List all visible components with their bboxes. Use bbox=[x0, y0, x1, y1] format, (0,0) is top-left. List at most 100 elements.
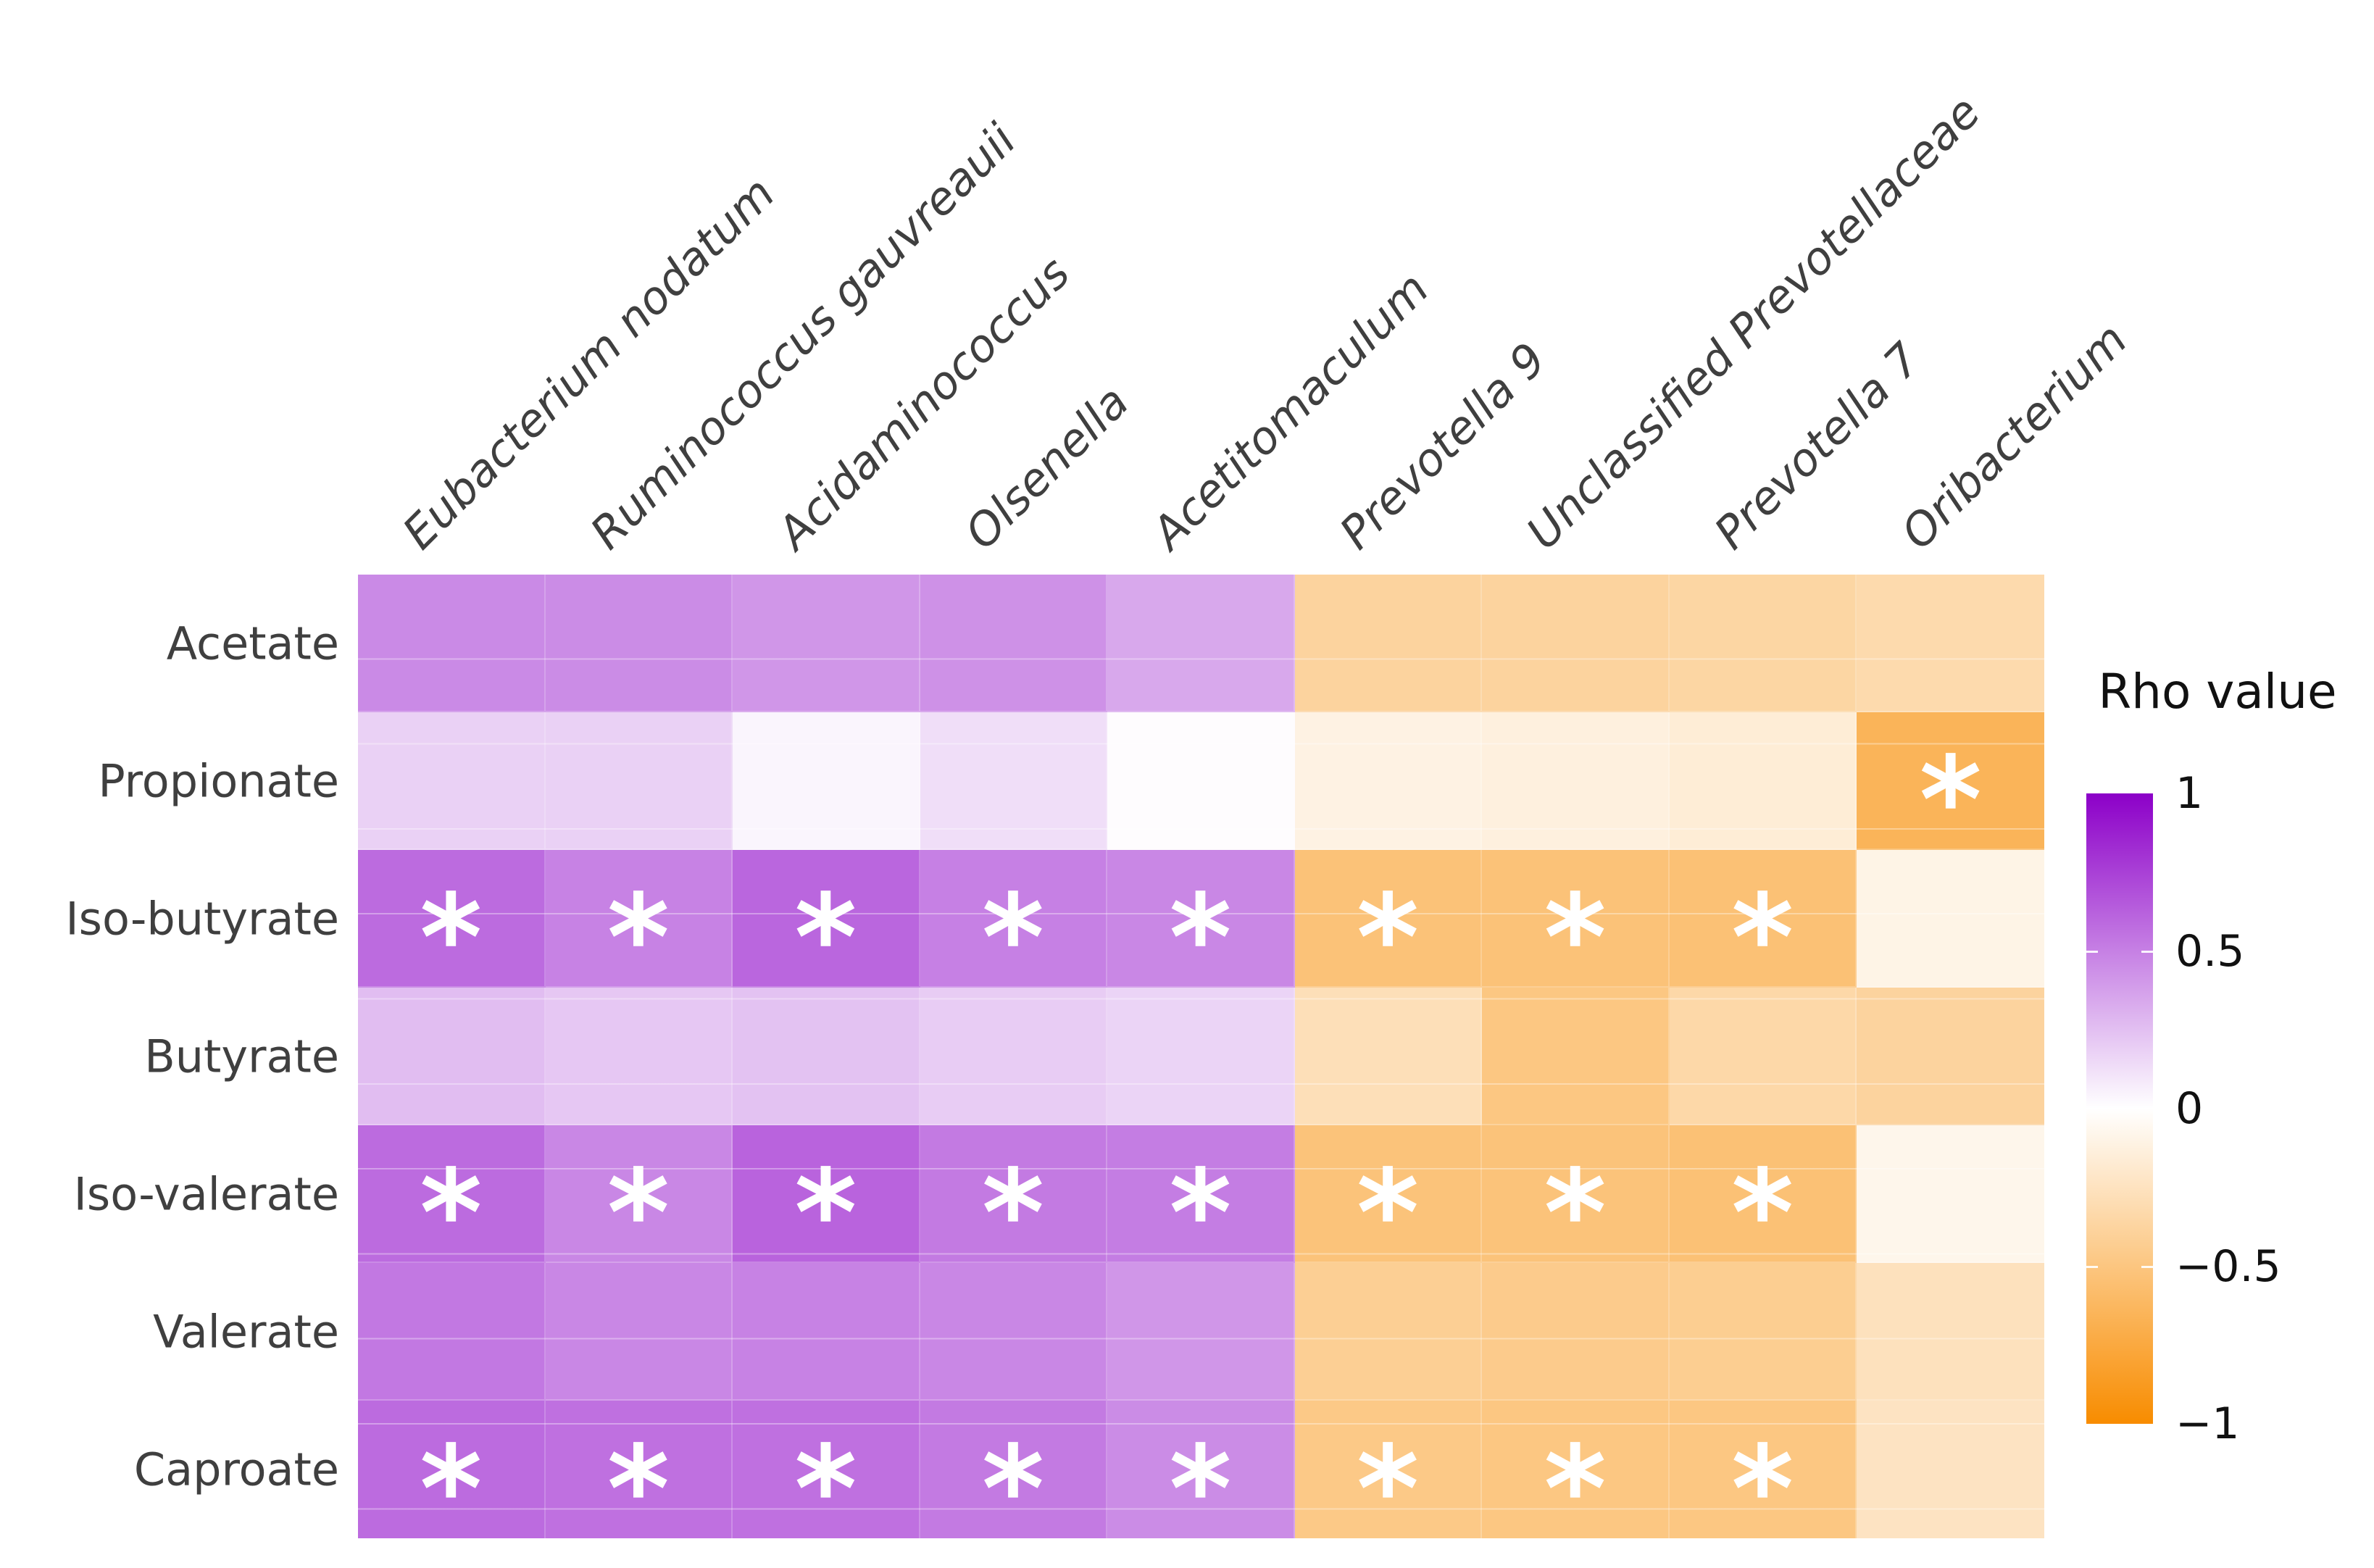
colorbar-tick-mark bbox=[2086, 950, 2098, 953]
heatmap-cell bbox=[1294, 1263, 1483, 1401]
heatmap-cell bbox=[545, 988, 733, 1125]
heatmap-cell: * bbox=[358, 1401, 546, 1549]
heatmap-cell bbox=[1857, 850, 2044, 988]
colorbar-tick-label: −1 bbox=[2175, 1398, 2240, 1449]
significance-asterisk: * bbox=[981, 1143, 1045, 1283]
significance-asterisk: * bbox=[1731, 1419, 1794, 1559]
heatmap-cell bbox=[920, 712, 1108, 850]
colorbar-title: Rho value bbox=[2098, 664, 2337, 720]
significance-asterisk: * bbox=[1731, 1143, 1794, 1283]
significance-asterisk: * bbox=[1169, 1419, 1232, 1559]
heatmap-cell bbox=[1482, 1263, 1670, 1401]
significance-asterisk: * bbox=[1169, 1143, 1232, 1283]
heatmap-cell bbox=[920, 575, 1108, 712]
heatmap-cell bbox=[1669, 988, 1857, 1125]
heatmap-cell bbox=[1857, 575, 2044, 712]
heatmap-cell: * bbox=[358, 1125, 546, 1273]
heatmap-cell: * bbox=[1669, 1125, 1857, 1273]
heatmap-cell: * bbox=[920, 1401, 1108, 1549]
heatmap-cell bbox=[1857, 1125, 2044, 1263]
heatmap-cell: * bbox=[1294, 850, 1483, 998]
heatmap-cell: * bbox=[545, 1125, 733, 1273]
significance-asterisk: * bbox=[1356, 1419, 1420, 1559]
significance-asterisk: * bbox=[1169, 868, 1232, 1008]
heatmap-cell bbox=[1107, 1263, 1295, 1401]
row-label: Valerate bbox=[153, 1305, 339, 1359]
colorbar-tick-label: 1 bbox=[2175, 768, 2204, 819]
heatmap-cell: * bbox=[1107, 850, 1295, 998]
heatmap-cell bbox=[1857, 1263, 2044, 1401]
significance-asterisk: * bbox=[1356, 1143, 1420, 1283]
significance-asterisk: * bbox=[607, 868, 670, 1008]
colorbar-tick-mark bbox=[2086, 1265, 2098, 1268]
row-label: Iso-valerate bbox=[73, 1167, 339, 1221]
heatmap-cell bbox=[1482, 575, 1670, 712]
heatmap-cell bbox=[358, 1263, 546, 1401]
heatmap-cell: * bbox=[545, 1401, 733, 1549]
heatmap-cell: * bbox=[733, 1125, 920, 1273]
heatmap-cell: * bbox=[1482, 850, 1670, 998]
heatmap-cell bbox=[358, 575, 546, 712]
colorbar-gradient bbox=[2086, 793, 2153, 1424]
heatmap-cell: * bbox=[733, 850, 920, 998]
significance-asterisk: * bbox=[420, 1419, 483, 1559]
significance-asterisk: * bbox=[981, 1419, 1045, 1559]
significance-asterisk: * bbox=[794, 1419, 857, 1559]
heatmap-cell bbox=[1669, 712, 1857, 850]
heatmap-cell bbox=[733, 575, 920, 712]
heatmap-cell: * bbox=[1107, 1401, 1295, 1549]
heatmap-cell: * bbox=[545, 850, 733, 998]
heatmap-cell: * bbox=[1669, 850, 1857, 998]
heatmap-cell: * bbox=[1294, 1401, 1483, 1549]
row-label: Propionate bbox=[98, 754, 339, 808]
heatmap-cell: * bbox=[1482, 1401, 1670, 1549]
column-label: Oribacterium bbox=[1891, 313, 2138, 559]
heatmap-cell bbox=[920, 1263, 1108, 1401]
significance-asterisk: * bbox=[1356, 868, 1420, 1008]
heatmap-cell bbox=[1107, 575, 1295, 712]
heatmap-cell bbox=[1107, 988, 1295, 1125]
significance-asterisk: * bbox=[420, 1143, 483, 1283]
heatmap-cell bbox=[358, 712, 546, 850]
row-label: Iso-butyrate bbox=[65, 892, 339, 946]
heatmap-cell: * bbox=[358, 850, 546, 998]
heatmap-cell bbox=[733, 1263, 920, 1401]
heatmap-cell bbox=[545, 575, 733, 712]
heatmap-cell bbox=[920, 988, 1108, 1125]
heatmap-cell bbox=[545, 712, 733, 850]
significance-asterisk: * bbox=[794, 868, 857, 1008]
row-label: Caproate bbox=[133, 1443, 339, 1496]
heatmap-cell bbox=[1482, 712, 1670, 850]
heatmap-cell bbox=[358, 988, 546, 1125]
heatmap-cell bbox=[1294, 988, 1483, 1125]
heatmap-cell: * bbox=[1857, 712, 2044, 860]
significance-asterisk: * bbox=[794, 1143, 857, 1283]
heatmap-cell: * bbox=[1107, 1125, 1295, 1273]
row-label: Butyrate bbox=[144, 1030, 339, 1083]
colorbar-tick-mark bbox=[2141, 950, 2153, 953]
heatmap-cell bbox=[1857, 988, 2044, 1125]
heatmap-cell bbox=[1669, 1263, 1857, 1401]
heatmap-cell bbox=[1669, 575, 1857, 712]
heatmap-cell: * bbox=[1669, 1401, 1857, 1549]
significance-asterisk: * bbox=[1544, 1143, 1607, 1283]
row-label: Acetate bbox=[166, 617, 339, 670]
significance-asterisk: * bbox=[607, 1143, 670, 1283]
heatmap-cell bbox=[733, 712, 920, 850]
significance-asterisk: * bbox=[607, 1419, 670, 1559]
heatmap-cell: * bbox=[920, 1125, 1108, 1273]
significance-asterisk: * bbox=[1731, 868, 1794, 1008]
heatmap-cell bbox=[1482, 988, 1670, 1125]
heatmap-cell bbox=[733, 988, 920, 1125]
heatmap-cell bbox=[545, 1263, 733, 1401]
colorbar-tick-label: 0.5 bbox=[2175, 925, 2245, 977]
colorbar-tick-label: 0 bbox=[2175, 1083, 2204, 1134]
significance-asterisk: * bbox=[1919, 730, 1982, 870]
heatmap-cell bbox=[1294, 575, 1483, 712]
heatmap-cell: * bbox=[1294, 1125, 1483, 1273]
significance-asterisk: * bbox=[981, 868, 1045, 1008]
colorbar-tick-mark bbox=[2141, 1265, 2153, 1268]
heatmap-cell: * bbox=[920, 850, 1108, 998]
heatmap-cell: * bbox=[733, 1401, 920, 1549]
